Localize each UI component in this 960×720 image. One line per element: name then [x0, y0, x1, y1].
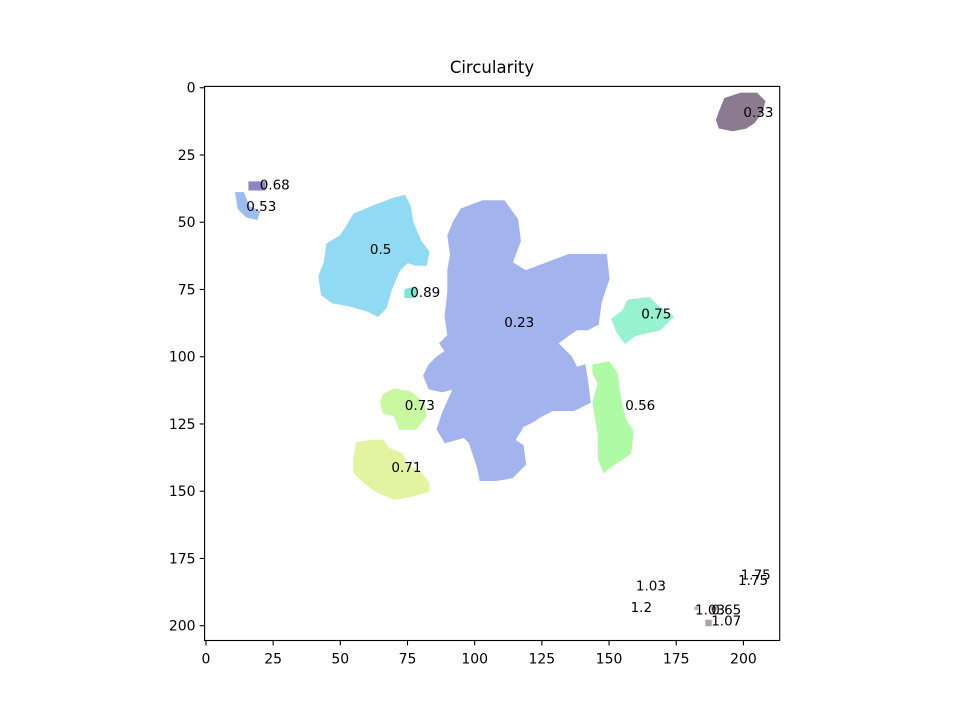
annotations-layer: 0.33 0.68 0.53 0.5 0.89 0.23 0.75 0.56 0.73 0.71 1… — [246, 105, 773, 629]
x-tick-label-8: 200 — [730, 652, 757, 668]
x-tick-label-1: 25 — [264, 652, 282, 668]
plot-frame — [204, 85, 781, 642]
region-1 — [248, 181, 266, 191]
region-label-16: 1.07 — [711, 613, 741, 629]
region-9 — [353, 439, 430, 500]
x-tick-label-6: 150 — [596, 652, 623, 668]
region-5 — [423, 200, 610, 481]
region-label-5: 0.23 — [504, 315, 534, 331]
region-8 — [380, 388, 427, 430]
y-tick-label-4: 100 — [169, 350, 196, 366]
region-label-13: 1.03 — [695, 603, 725, 619]
chart-title: Circularity — [450, 58, 535, 77]
y-tick-label-5: 125 — [169, 417, 196, 433]
region-16 — [705, 619, 712, 627]
region-label-15: 1.2 — [631, 600, 652, 616]
region-label-3: 0.5 — [370, 242, 391, 258]
region-label-4: 0.89 — [410, 285, 440, 301]
region-label-9: 0.71 — [391, 460, 421, 476]
region-label-0: 0.33 — [743, 105, 773, 121]
region-13 — [694, 606, 699, 611]
regions-layer — [234, 92, 766, 627]
y-tick-label-0: 0 — [187, 81, 196, 97]
y-tick-label-2: 50 — [178, 215, 196, 231]
region-7 — [592, 361, 634, 474]
region-label-2: 0.53 — [246, 199, 276, 215]
region-label-14: 0.65 — [711, 603, 741, 619]
region-3 — [318, 194, 430, 318]
x-tick-label-4: 100 — [461, 652, 488, 668]
x-axis: 0 25 50 75 100 125 150 175 200 — [201, 640, 757, 668]
y-tick-label-3: 75 — [178, 282, 196, 298]
region-14 — [710, 606, 717, 611]
region-label-6: 0.75 — [641, 307, 671, 323]
y-tick-label-6: 150 — [169, 484, 196, 500]
x-tick-label-3: 75 — [399, 652, 417, 668]
x-tick-label-5: 125 — [528, 652, 555, 668]
y-tick-label-1: 25 — [178, 148, 196, 164]
x-tick-label-2: 50 — [331, 652, 349, 668]
region-0 — [715, 92, 766, 132]
y-tick-label-8: 200 — [169, 619, 196, 635]
x-tick-label-0: 0 — [201, 652, 210, 668]
y-axis: 0 25 50 75 100 125 150 175 200 — [169, 81, 205, 635]
region-2 — [234, 192, 261, 221]
region-label-10: 1.75 — [741, 568, 771, 584]
y-tick-label-7: 175 — [169, 551, 196, 567]
region-label-1: 0.68 — [260, 178, 290, 194]
region-label-12: 1.03 — [636, 578, 666, 594]
region-6 — [611, 296, 675, 345]
x-tick-label-7: 175 — [663, 652, 690, 668]
region-label-7: 0.56 — [625, 398, 655, 414]
region-4 — [404, 286, 417, 298]
region-label-11: 1.75 — [738, 573, 768, 589]
region-label-8: 0.73 — [405, 398, 435, 414]
